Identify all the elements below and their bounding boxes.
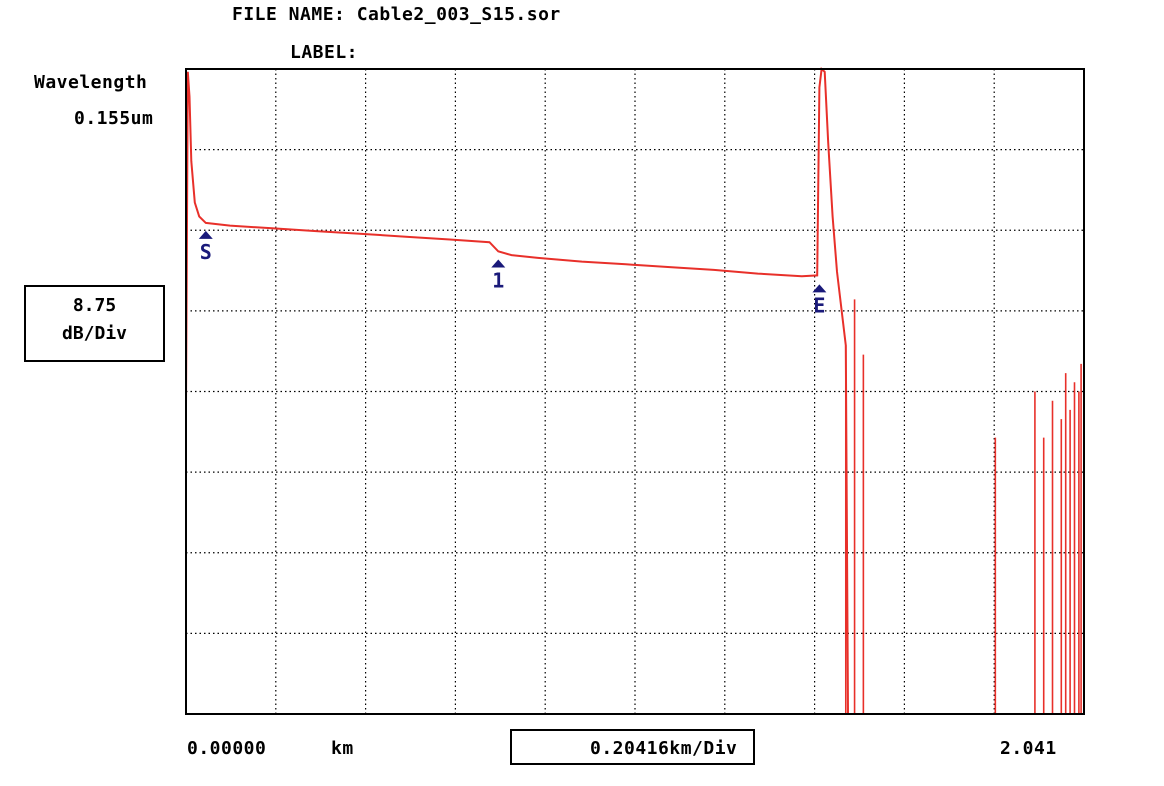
x-axis-unit: km bbox=[331, 738, 354, 759]
file-name-label: FILE NAME: Cable2_003_S15.sor bbox=[232, 4, 561, 25]
plot-frame bbox=[185, 68, 1085, 715]
wavelength-value: 0.155um bbox=[74, 108, 154, 129]
event-marker-e[interactable] bbox=[812, 284, 827, 293]
trace-line bbox=[185, 66, 849, 715]
event-marker-s[interactable] bbox=[198, 230, 213, 239]
horizontal-scale-value: 0.20416km/Div bbox=[590, 738, 738, 759]
vertical-scale-value: 8.75 bbox=[72, 295, 117, 316]
event-marker-1[interactable] bbox=[491, 259, 506, 268]
vertical-scale-box: 8.75 dB/Div bbox=[24, 285, 165, 362]
x-axis-end: 2.041 bbox=[1000, 738, 1057, 759]
wavelength-title: Wavelength bbox=[34, 72, 148, 93]
event-marker-label: S bbox=[200, 240, 212, 264]
trace-label: LABEL: bbox=[290, 42, 359, 63]
vertical-scale-unit: dB/Div bbox=[61, 323, 128, 344]
event-marker-label: 1 bbox=[492, 268, 504, 292]
event-marker-label: E bbox=[813, 293, 825, 317]
horizontal-scale-box bbox=[510, 729, 755, 765]
x-axis-start: 0.00000 bbox=[187, 738, 267, 759]
